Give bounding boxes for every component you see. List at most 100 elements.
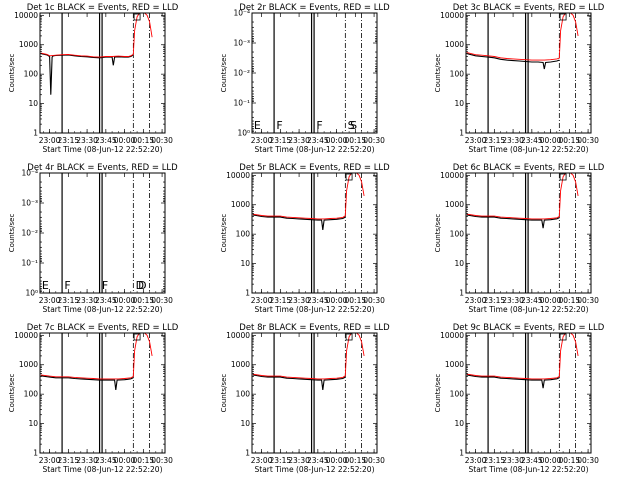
y-tick-label: 10	[454, 419, 464, 428]
series-group	[252, 173, 365, 230]
y-tick-label: 1	[33, 449, 38, 458]
y-tick-label: 10000	[226, 171, 250, 180]
y-axis-label: Counts/sec	[220, 54, 228, 93]
y-tick-label: 100	[24, 70, 39, 79]
x-tick-label: 23:30	[502, 296, 524, 305]
y-tick-label: 10	[28, 99, 38, 108]
x-tick-label: 00:15	[345, 136, 367, 145]
series-group	[40, 333, 153, 390]
y-tick-label: 10000	[14, 331, 38, 340]
x-tick-label: 00:00	[326, 136, 348, 145]
x-tick-label: 00:30	[577, 456, 599, 465]
series-line-lld	[40, 333, 153, 380]
plot-frame	[39, 12, 166, 134]
series-line-events	[40, 375, 134, 390]
y-tick-label: 1000	[231, 200, 250, 209]
panel-title: Det 8r BLACK = Events, RED = LLD	[239, 323, 390, 333]
marker-label: D	[138, 279, 146, 292]
y-tick-label: 10	[454, 259, 464, 268]
series-line-lld	[466, 173, 579, 220]
panel-title: Det 7c BLACK = Events, RED = LLD	[27, 323, 179, 333]
y-tick-label: 100	[450, 70, 465, 79]
series-line-lld	[252, 173, 365, 220]
y-tick-label: 10⁻¹	[233, 99, 250, 108]
series-line-lld	[466, 13, 579, 61]
panel-title: Det 3c BLACK = Events, RED = LLD	[453, 3, 605, 13]
marker-label: D	[136, 279, 144, 292]
x-tick-label: 00:15	[345, 456, 367, 465]
x-tick-label: 23:00	[251, 296, 273, 305]
y-tick-label: 10000	[440, 171, 464, 180]
x-axis-label: Start Time (08-Jun-12 22:52:20)	[43, 465, 163, 474]
x-tick-label: 00:00	[540, 136, 562, 145]
x-axis-label: Start Time (08-Jun-12 22:52:20)	[255, 305, 375, 314]
y-tick-label: 10	[240, 419, 250, 428]
y-tick-label: 1	[245, 449, 250, 458]
x-tick-label: 00:30	[151, 296, 173, 305]
x-tick-label: 23:15	[484, 136, 506, 145]
x-tick-label: 00:15	[559, 296, 581, 305]
series-group	[40, 13, 153, 95]
y-tick-label: 10	[454, 99, 464, 108]
x-tick-label: 23:45	[307, 296, 329, 305]
y-tick-label: 1000	[19, 360, 38, 369]
x-tick-label: 23:30	[76, 456, 98, 465]
x-tick-label: 23:00	[465, 136, 487, 145]
plot-frame	[251, 332, 378, 454]
series-line-events	[466, 374, 560, 389]
x-tick-label: 00:00	[114, 296, 136, 305]
series-group	[466, 333, 579, 389]
x-tick-label: 23:30	[76, 296, 98, 305]
x-tick-label: 00:15	[133, 456, 155, 465]
x-tick-label: 23:00	[251, 136, 273, 145]
x-tick-label: 00:00	[326, 296, 348, 305]
y-axis-label: Counts/sec	[434, 54, 442, 93]
x-axis-label: Start Time (08-Jun-12 22:52:20)	[255, 145, 375, 154]
y-tick-label: 10⁰	[25, 289, 38, 298]
x-tick-label: 23:15	[58, 296, 80, 305]
panel-title: Det 1c BLACK = Events, RED = LLD	[27, 3, 179, 13]
marker-label: F	[316, 119, 322, 132]
x-tick-label: 00:30	[151, 456, 173, 465]
series-line-lld	[40, 13, 153, 58]
x-tick-label: 23:45	[307, 456, 329, 465]
x-tick-label: 23:15	[58, 136, 80, 145]
y-tick-label: 10⁻⁴	[21, 169, 38, 178]
plot-frame	[39, 332, 166, 454]
x-axis-label: Start Time (08-Jun-12 22:52:20)	[469, 145, 589, 154]
marker-box	[559, 333, 567, 341]
x-tick-label: 00:00	[540, 456, 562, 465]
x-tick-label: 00:30	[363, 296, 385, 305]
y-tick-label: 10000	[440, 11, 464, 20]
x-tick-label: 23:15	[270, 456, 292, 465]
marker-box	[345, 333, 353, 341]
y-tick-label: 100	[236, 390, 251, 399]
series-group	[466, 13, 579, 70]
series-group	[252, 333, 365, 390]
y-tick-label: 1	[33, 129, 38, 138]
marker-box	[559, 173, 567, 181]
x-tick-label: 00:30	[151, 136, 173, 145]
x-tick-label: 00:00	[540, 296, 562, 305]
plot-frame	[465, 12, 592, 134]
x-tick-label: 23:00	[39, 296, 61, 305]
plot-frame	[465, 172, 592, 294]
x-tick-label: 00:00	[326, 456, 348, 465]
marker-label: F	[102, 279, 108, 292]
x-axis-label: Start Time (08-Jun-12 22:52:20)	[469, 465, 589, 474]
x-tick-label: 00:15	[345, 296, 367, 305]
panel-title: Det 2r BLACK = Events, RED = LLD	[239, 3, 390, 13]
series-line-lld	[466, 333, 579, 380]
x-tick-label: 23:15	[270, 136, 292, 145]
y-axis-label: Counts/sec	[434, 374, 442, 413]
x-tick-label: 23:30	[288, 136, 310, 145]
y-axis-label: Counts/sec	[8, 374, 16, 413]
marker-box	[345, 173, 353, 181]
panel-det-3c: Det 3c BLACK = Events, RED = LLD 1 10 100 10…	[434, 3, 605, 154]
x-tick-label: 23:45	[95, 296, 117, 305]
marker-label: F	[276, 119, 282, 132]
